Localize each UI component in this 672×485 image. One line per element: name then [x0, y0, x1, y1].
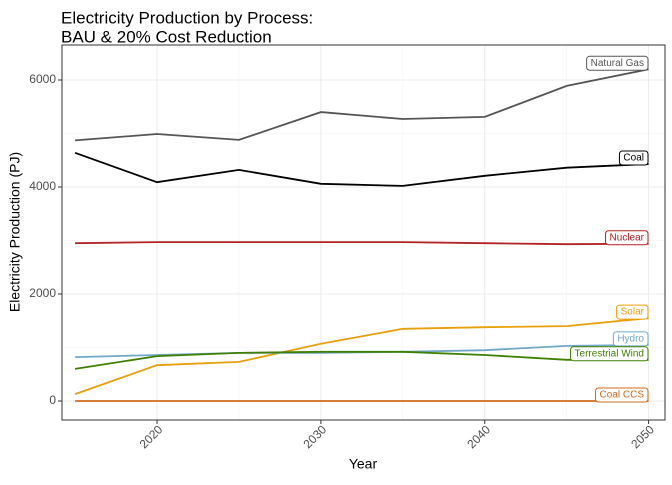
series-line — [74, 317, 649, 395]
series-label-box — [616, 304, 649, 320]
y-tick-label: 0 — [49, 393, 56, 407]
x-tick-label: 2040 — [464, 422, 493, 451]
series-label-text: Coal CCS — [600, 390, 645, 401]
series-label: Natural Gas — [586, 55, 649, 71]
series-label-text: Solar — [621, 307, 645, 318]
series-label: Terrestrial Wind — [570, 346, 649, 362]
y-tick-label: 2000 — [29, 286, 56, 300]
y-axis-label: Electricity Production (PJ) — [7, 152, 23, 312]
series-label: Coal — [618, 150, 649, 166]
chart-title: Electricity Production by Process: — [61, 8, 313, 27]
x-tick-label: 2020 — [137, 422, 166, 451]
series-label-box — [586, 55, 649, 71]
series-label-box — [570, 346, 649, 362]
series-label-text: Hydro — [617, 333, 644, 344]
panel-border — [61, 44, 666, 421]
series-label-box — [605, 230, 649, 246]
series-label-text: Coal — [623, 153, 644, 164]
y-tick-label: 4000 — [29, 179, 56, 193]
series-line — [75, 241, 649, 246]
series-label-box — [595, 387, 649, 403]
x-tick-label: 2030 — [300, 422, 329, 451]
series-label-box — [612, 331, 649, 347]
series-label-text: Natural Gas — [591, 58, 644, 69]
y-tick-label: 6000 — [29, 72, 56, 86]
series-label-box — [618, 150, 649, 166]
series-label-text: Terrestrial Wind — [575, 348, 644, 359]
series-label-text: Nuclear — [610, 232, 645, 243]
series-label: Hydro — [612, 331, 649, 347]
x-tick-label: 2050 — [628, 422, 657, 451]
series-label: Solar — [616, 304, 649, 320]
series-label: Coal CCS — [595, 387, 649, 403]
series-line — [74, 350, 649, 370]
series-line — [75, 68, 649, 142]
chart-title: BAU & 20% Cost Reduction — [61, 27, 272, 46]
series-label: Nuclear — [605, 230, 649, 246]
series-line — [74, 151, 649, 187]
x-axis-label: Year — [349, 456, 378, 472]
